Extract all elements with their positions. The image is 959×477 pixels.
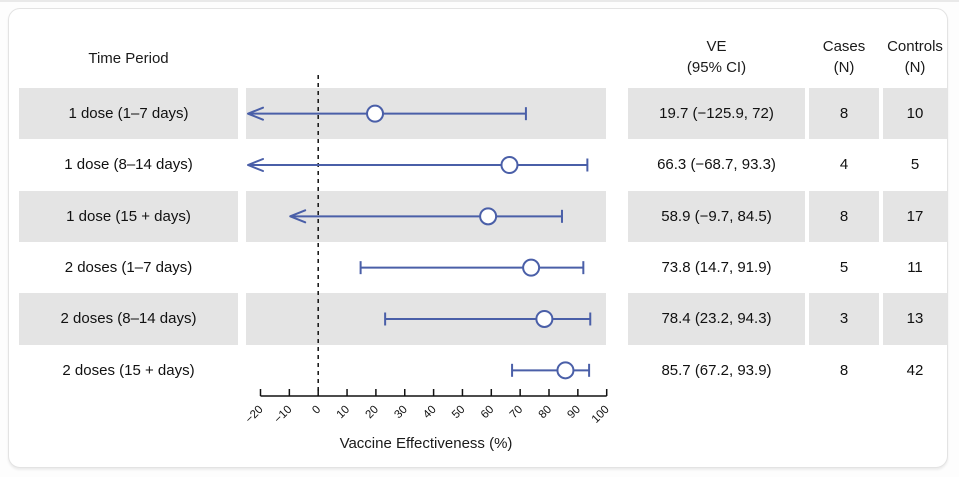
x-tick-label: 50 (450, 404, 468, 422)
controls-value: 17 (883, 190, 947, 242)
row-label: 2 doses (15 + days) (62, 361, 195, 379)
column-header-ve-line2: (95% CI) (686, 59, 747, 76)
ve-ci-value: 58.9 (−9.7, 84.5) (628, 190, 805, 242)
x-axis-title: Vaccine Effectiveness (%) (339, 435, 513, 452)
column-header-controls-line1: Controls (887, 38, 943, 55)
cases-value: 5 (839, 259, 849, 277)
controls-value: 11 (907, 259, 923, 277)
x-tick-label: 0 (310, 404, 323, 417)
x-tick-label: 20 (363, 404, 381, 422)
table-row: 1 dose (15 + days) 58.9 (−9.7, 84.5) 8 17 (9, 190, 949, 242)
x-tick-label: 60 (479, 404, 497, 422)
plot-band (246, 190, 606, 242)
x-tick-label: −20 (243, 404, 265, 426)
ve-ci-value: 73.8 (14.7, 91.9) (661, 259, 772, 277)
column-header-cases: Cases (N) (809, 36, 879, 78)
cases-value: 3 (809, 293, 879, 345)
x-tick-label: 10 (335, 404, 353, 422)
plot-band (246, 345, 606, 396)
row-label: 2 doses (1–7 days) (64, 259, 193, 277)
row-label: 1 dose (8–14 days) (64, 156, 193, 174)
controls-value: 10 (883, 88, 947, 140)
column-header-controls: Controls (N) (883, 36, 947, 78)
table-row: 2 doses (8–14 days) 78.4 (23.2, 94.3) 3 13 (9, 293, 949, 345)
cases-value: 8 (809, 88, 879, 140)
table-row: 1 dose (1–7 days) 19.7 (−125.9, 72) 8 10 (9, 88, 949, 140)
column-header-cases-line1: Cases (822, 38, 866, 55)
x-tick-label: 40 (421, 404, 439, 422)
cases-value: 8 (839, 361, 849, 379)
cases-value: 4 (839, 156, 849, 174)
cases-value: 8 (809, 190, 879, 242)
ve-ci-value: 85.7 (67.2, 93.9) (661, 361, 772, 379)
x-tick-label: −10 (272, 404, 294, 426)
ve-ci-value: 66.3 (−68.7, 93.3) (657, 156, 776, 174)
ve-ci-value: 19.7 (−125.9, 72) (628, 88, 805, 140)
column-header-controls-line2: (N) (904, 59, 926, 76)
controls-value: 5 (910, 156, 920, 174)
x-tick-label: 90 (565, 404, 583, 422)
table-row: 1 dose (8–14 days) 66.3 (−68.7, 93.3) 4 5 (9, 139, 949, 190)
column-header-cases-line2: (N) (833, 59, 855, 76)
x-tick-label: 80 (537, 404, 555, 422)
column-header-time-period: Time Period (88, 50, 169, 67)
row-label: 1 dose (1–7 days) (19, 88, 238, 140)
forest-plot-card: Time Period VE (95% CI) Cases (N) Contro… (8, 8, 948, 468)
table-row: 2 doses (15 + days) 85.7 (67.2, 93.9) 8 42 (9, 345, 949, 396)
row-label: 1 dose (15 + days) (19, 190, 238, 242)
x-tick-label: 30 (392, 404, 410, 422)
plot-band (246, 293, 606, 345)
table-row: 2 doses (1–7 days) 73.8 (14.7, 91.9) 5 11 (9, 242, 949, 293)
column-header-ve-line1: VE (706, 38, 727, 55)
controls-value: 42 (906, 361, 924, 379)
ve-ci-value: 78.4 (23.2, 94.3) (628, 293, 805, 345)
x-tick-label: 100 (590, 404, 612, 426)
plot-band (246, 242, 606, 293)
controls-value: 13 (883, 293, 947, 345)
column-header-ve: VE (95% CI) (628, 36, 805, 78)
row-label: 2 doses (8–14 days) (19, 293, 238, 345)
x-tick-label: 70 (508, 404, 526, 422)
plot-band (246, 139, 606, 190)
plot-band (246, 88, 606, 140)
page-edge-strip (0, 0, 959, 2)
